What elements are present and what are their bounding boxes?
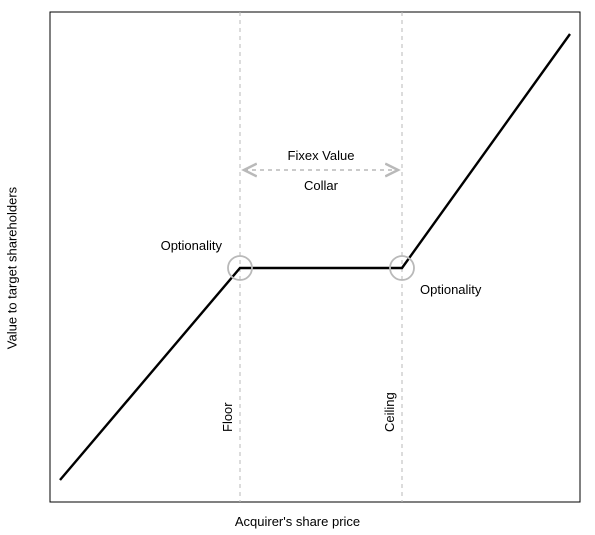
ceiling-label: Ceiling bbox=[382, 392, 397, 432]
floor-label: Floor bbox=[220, 402, 235, 432]
optionality-label-left: Optionality bbox=[161, 238, 223, 253]
payoff-line bbox=[60, 34, 570, 480]
collar-label-line2: Collar bbox=[304, 178, 339, 193]
plot-border bbox=[50, 12, 580, 502]
collar-payoff-chart: Value to target shareholders Acquirer's … bbox=[0, 0, 595, 535]
y-axis-label: Value to target shareholders bbox=[5, 186, 20, 348]
collar-label-line1: Fixex Value bbox=[288, 148, 355, 163]
chart-svg: Fixex Value Collar Optionality Optionali… bbox=[0, 0, 595, 535]
optionality-label-right: Optionality bbox=[420, 282, 482, 297]
x-axis-label: Acquirer's share price bbox=[235, 514, 360, 529]
